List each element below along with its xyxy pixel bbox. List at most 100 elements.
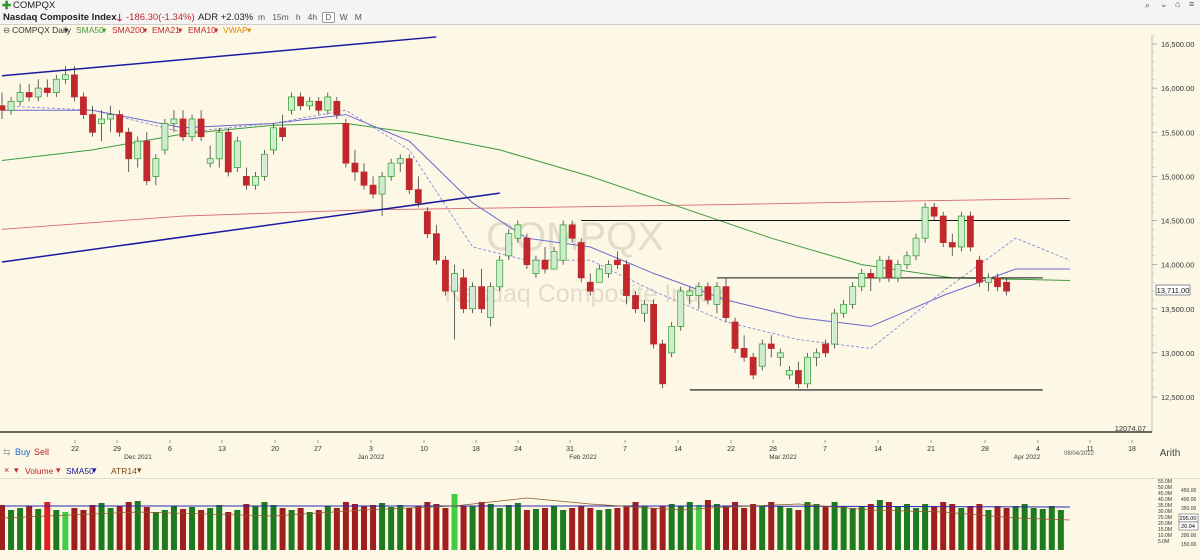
x-tick-label: 22 bbox=[71, 446, 79, 453]
volume-bar bbox=[315, 510, 322, 550]
candle-body-fill bbox=[787, 371, 792, 375]
sell-button[interactable]: Sell bbox=[34, 447, 50, 457]
price-chart[interactable]: COMPQX Nasdaq Composite Index 16,500.00 1… bbox=[0, 0, 1200, 440]
overlay-symbol-daily[interactable]: COMPQX Daily bbox=[12, 25, 72, 35]
volume-tick-label: 20.0M bbox=[1158, 521, 1172, 527]
candle bbox=[912, 233, 920, 261]
candle bbox=[215, 127, 223, 168]
chevron-down-icon[interactable]: ⌄ bbox=[1160, 0, 1168, 9]
y-tick-label: 15,000.00 bbox=[1161, 172, 1194, 181]
chevron-down-icon[interactable]: ▾ bbox=[214, 25, 219, 35]
candle-body-fill bbox=[398, 159, 403, 163]
volume-bar bbox=[125, 502, 132, 550]
chevron-down-icon[interactable]: ▾ bbox=[92, 465, 97, 475]
candle bbox=[34, 79, 42, 102]
candle-body bbox=[795, 370, 802, 385]
volume-label[interactable]: Volume bbox=[25, 466, 54, 476]
volume-bar bbox=[931, 506, 938, 550]
atr-tick-label: 350.00 bbox=[1181, 506, 1197, 512]
candle-body bbox=[432, 233, 440, 261]
candle-body-fill bbox=[551, 251, 557, 269]
timeframe-15m[interactable]: 15m bbox=[272, 12, 289, 22]
candle-body-fill bbox=[153, 159, 159, 176]
volume-bar bbox=[234, 510, 241, 550]
volume-bar bbox=[1012, 506, 1019, 550]
timeframe-4h[interactable]: 4h bbox=[307, 12, 318, 22]
menu-icon[interactable]: ≡ bbox=[1189, 0, 1195, 9]
atr14-label[interactable]: ATR14 bbox=[111, 466, 137, 476]
volume-bar bbox=[107, 508, 114, 550]
candle-body-fill bbox=[986, 278, 991, 282]
volume-sma50-label[interactable]: SMA50 bbox=[66, 466, 94, 476]
overlay-sma200[interactable]: SMA200 bbox=[112, 25, 145, 35]
timeframe-h[interactable]: h bbox=[295, 12, 301, 22]
candle-body-fill bbox=[877, 260, 883, 278]
volume-sma50-line bbox=[2, 505, 1070, 508]
volume-bar bbox=[17, 508, 24, 550]
overlay-ema21[interactable]: EMA21 bbox=[152, 25, 180, 35]
overlay-vwap[interactable]: VWAP bbox=[223, 25, 248, 35]
candle-body-fill bbox=[54, 79, 59, 92]
volume-bar bbox=[849, 508, 856, 550]
volume-bar bbox=[152, 512, 159, 550]
candle bbox=[179, 110, 187, 142]
candle bbox=[767, 335, 775, 358]
collapse-icon[interactable]: ⊖ bbox=[3, 25, 11, 35]
chevron-down-icon[interactable]: ▾ bbox=[64, 25, 69, 35]
overlay-ema10[interactable]: EMA10 bbox=[188, 25, 216, 35]
scale-mode[interactable]: Arith bbox=[1160, 448, 1181, 459]
chevron-down-icon[interactable]: ▾ bbox=[143, 25, 148, 35]
candle-body-fill bbox=[560, 225, 566, 260]
volume-bar bbox=[723, 506, 729, 550]
timeframe-d[interactable]: D bbox=[321, 12, 335, 23]
candle-body-fill bbox=[832, 313, 837, 344]
close-icon[interactable]: × bbox=[4, 465, 10, 475]
candle-body-fill bbox=[108, 115, 113, 119]
trendline[interactable] bbox=[1, 192, 500, 263]
chevron-down-icon[interactable]: ▾ bbox=[178, 25, 183, 35]
timeframe-w[interactable]: W bbox=[339, 12, 348, 22]
candle bbox=[976, 255, 983, 287]
candle bbox=[297, 92, 305, 111]
candle-body-fill bbox=[36, 88, 41, 97]
timeframe-m[interactable]: m bbox=[258, 12, 266, 22]
search-icon[interactable]: ⌕ bbox=[1145, 0, 1151, 10]
volume-bar bbox=[469, 506, 476, 550]
add-symbol-icon[interactable]: ✚ bbox=[2, 0, 12, 12]
volume-bar bbox=[170, 506, 177, 550]
volume-bar bbox=[741, 508, 748, 550]
bookmark-icon[interactable]: ⌂ bbox=[1175, 0, 1181, 9]
volume-bar bbox=[750, 504, 757, 550]
chevron-down-icon[interactable]: ▾ bbox=[14, 465, 19, 475]
chevron-down-icon[interactable]: ▾ bbox=[247, 25, 252, 35]
overlay-sma50[interactable]: SMA50 bbox=[76, 25, 104, 35]
volume-bar bbox=[270, 505, 277, 550]
chevron-down-icon[interactable]: ▾ bbox=[137, 465, 142, 475]
volume-bar bbox=[225, 512, 232, 550]
candle-body bbox=[867, 273, 875, 279]
chevron-down-icon[interactable]: ▾ bbox=[102, 25, 107, 35]
candle-body bbox=[333, 100, 341, 116]
volume-bar bbox=[677, 506, 684, 550]
symbol-field[interactable]: COMPQX bbox=[13, 0, 56, 11]
chevron-down-icon[interactable]: ▾ bbox=[56, 465, 61, 475]
buy-button[interactable]: Buy bbox=[15, 447, 31, 457]
candle-body bbox=[966, 215, 974, 248]
x-tick-label: 29 bbox=[113, 446, 121, 453]
x-tick-label: 22 bbox=[727, 446, 735, 453]
volume-bar bbox=[487, 504, 494, 550]
volume-bar bbox=[514, 503, 521, 550]
candle-body bbox=[89, 114, 96, 133]
candle-body bbox=[994, 277, 1001, 288]
x-tick-label: 14 bbox=[874, 446, 882, 453]
candle-body-fill bbox=[171, 119, 177, 123]
x-tick-label: 3 bbox=[369, 446, 373, 453]
timeframe-m-monthly[interactable]: M bbox=[354, 12, 362, 22]
volume-bar bbox=[71, 508, 78, 550]
candle bbox=[333, 96, 341, 120]
candle-body-fill bbox=[217, 132, 222, 159]
atr-tick-label: 200.00 bbox=[1181, 533, 1197, 539]
candle bbox=[442, 255, 449, 296]
volume-chart[interactable]: 55.0M50.0M45.0M40.0M35.0M30.0M25.0M20.0M… bbox=[0, 478, 1200, 560]
trendline[interactable] bbox=[1, 36, 437, 77]
